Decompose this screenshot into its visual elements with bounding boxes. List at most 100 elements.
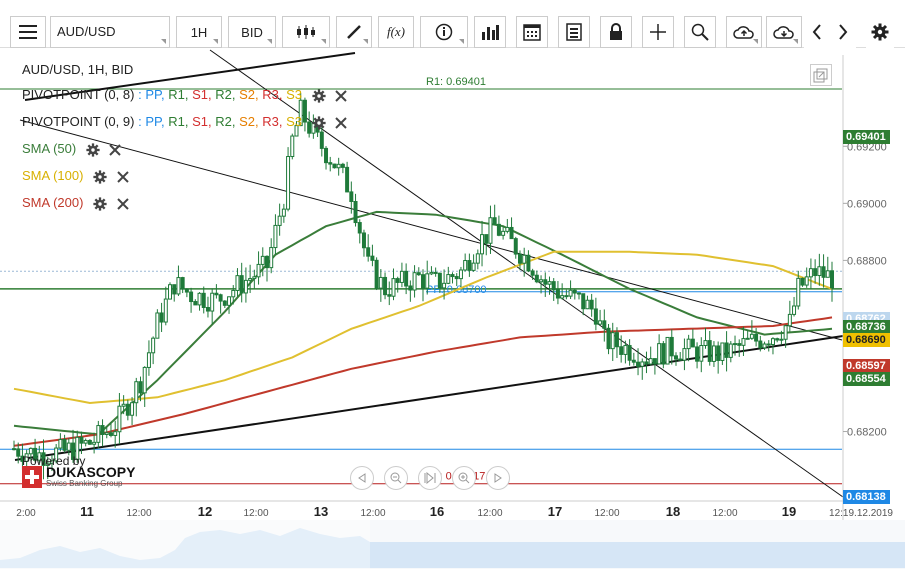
triangle-right-icon <box>494 473 502 483</box>
candle-body <box>319 131 324 149</box>
expand-button[interactable] <box>810 64 832 86</box>
candle-body <box>598 320 603 325</box>
hamburger-icon <box>19 25 37 39</box>
gear-icon[interactable] <box>93 196 107 211</box>
candle-body <box>657 343 662 365</box>
draw-tool-button[interactable] <box>336 16 372 48</box>
candle-body <box>581 293 586 310</box>
candle-body <box>404 270 409 287</box>
r1-level-label: R1: 0.69401 <box>426 76 486 88</box>
pencil-icon <box>347 25 361 39</box>
symbol-selector[interactable]: AUD/USD <box>50 16 170 48</box>
close-icon[interactable] <box>116 197 129 210</box>
price-label: 0.68554 <box>843 371 890 386</box>
x-tick-label: 13 <box>314 504 328 519</box>
lock-button[interactable] <box>600 16 632 48</box>
candle-body <box>669 336 674 357</box>
candle-body <box>636 361 641 367</box>
candle-body <box>467 260 472 271</box>
nav-prev-button[interactable] <box>350 466 374 490</box>
channel-top-line <box>24 52 356 101</box>
timeframe-label: 1H <box>190 24 208 40</box>
template-button[interactable] <box>558 16 590 48</box>
candle-body <box>218 294 223 302</box>
candle-body <box>374 259 379 289</box>
upload-button[interactable] <box>726 16 762 48</box>
candle-body <box>610 332 615 350</box>
zoom-button[interactable] <box>684 16 716 48</box>
gear-icon[interactable] <box>86 142 100 157</box>
candle-body <box>728 343 733 358</box>
scroll-left-button[interactable] <box>804 16 830 48</box>
sma100-legend: SMA (100) <box>22 168 129 184</box>
gear-icon[interactable] <box>93 169 107 184</box>
candle-body <box>589 299 594 310</box>
support-trend-line <box>14 335 844 461</box>
candle-body <box>429 271 434 275</box>
candle-body <box>45 462 50 466</box>
download-button[interactable] <box>766 16 802 48</box>
zoom-out-button[interactable] <box>384 466 408 490</box>
candle-body <box>24 453 29 462</box>
crosshair-button[interactable] <box>642 16 674 48</box>
chevron-left-icon <box>812 24 821 40</box>
pivot-indicator-2: PIVOTPOINT (0, 9) : PP, R1, S1, R2, S2, … <box>22 114 347 130</box>
close-icon[interactable] <box>335 116 347 129</box>
candle-body <box>408 285 413 291</box>
gear-icon[interactable] <box>312 88 326 103</box>
candle-body <box>749 333 754 339</box>
candle-body <box>222 300 227 306</box>
pivot-r1: R1, <box>168 87 189 102</box>
candle-body <box>391 278 396 297</box>
nav-next-button[interactable] <box>486 466 510 490</box>
candle-body <box>450 274 455 278</box>
swiss-cross-icon <box>22 466 42 488</box>
candle-body <box>644 361 649 365</box>
candle-body <box>113 431 118 436</box>
scroll-right-button[interactable] <box>830 16 856 48</box>
candle-body <box>256 263 261 278</box>
candle-body <box>277 215 282 226</box>
close-icon[interactable] <box>116 170 129 183</box>
pivot-s1: S1, <box>192 114 212 129</box>
fx-icon: f(x) <box>386 24 406 39</box>
pivot-s3: S3 <box>286 87 302 102</box>
reset-view-button[interactable] <box>418 466 442 490</box>
candle-body <box>796 277 801 307</box>
x-tick-label: 19 <box>782 504 796 519</box>
info-button[interactable] <box>420 16 468 48</box>
candle-body <box>484 234 489 244</box>
candle-body <box>640 361 645 367</box>
candle-body <box>733 343 738 346</box>
pivot-s1: S1, <box>192 87 212 102</box>
close-icon[interactable] <box>109 143 122 156</box>
candle-body <box>673 355 678 360</box>
settings-button[interactable] <box>866 16 894 48</box>
candles <box>12 92 834 480</box>
candle-body <box>585 299 590 310</box>
volume-button[interactable] <box>474 16 506 48</box>
timeframe-selector[interactable]: 1H <box>176 16 222 48</box>
candle-body <box>509 226 514 240</box>
price-type-selector[interactable]: BID <box>228 16 276 48</box>
calendar-button[interactable] <box>516 16 548 48</box>
candle-body <box>269 247 274 269</box>
chart-type-button[interactable] <box>282 16 330 48</box>
candle-body <box>79 436 84 444</box>
dukascopy-logo[interactable]: DUKASCOPY Swiss Banking Group <box>22 465 135 488</box>
menu-button[interactable] <box>10 16 46 48</box>
navigator-strip[interactable] <box>0 520 905 569</box>
zoom-in-button[interactable] <box>452 466 476 490</box>
candle-body <box>100 425 105 435</box>
pivot-r3: R3, <box>262 114 283 129</box>
candle-body <box>353 200 358 224</box>
indicators-button[interactable]: f(x) <box>378 16 414 48</box>
gear-icon[interactable] <box>312 115 326 130</box>
candle-body <box>395 278 400 283</box>
candle-body <box>766 343 771 346</box>
close-icon[interactable] <box>335 89 347 102</box>
candle-body <box>496 223 501 236</box>
candle-body <box>227 296 232 306</box>
sma200-legend: SMA (200) <box>22 195 129 211</box>
